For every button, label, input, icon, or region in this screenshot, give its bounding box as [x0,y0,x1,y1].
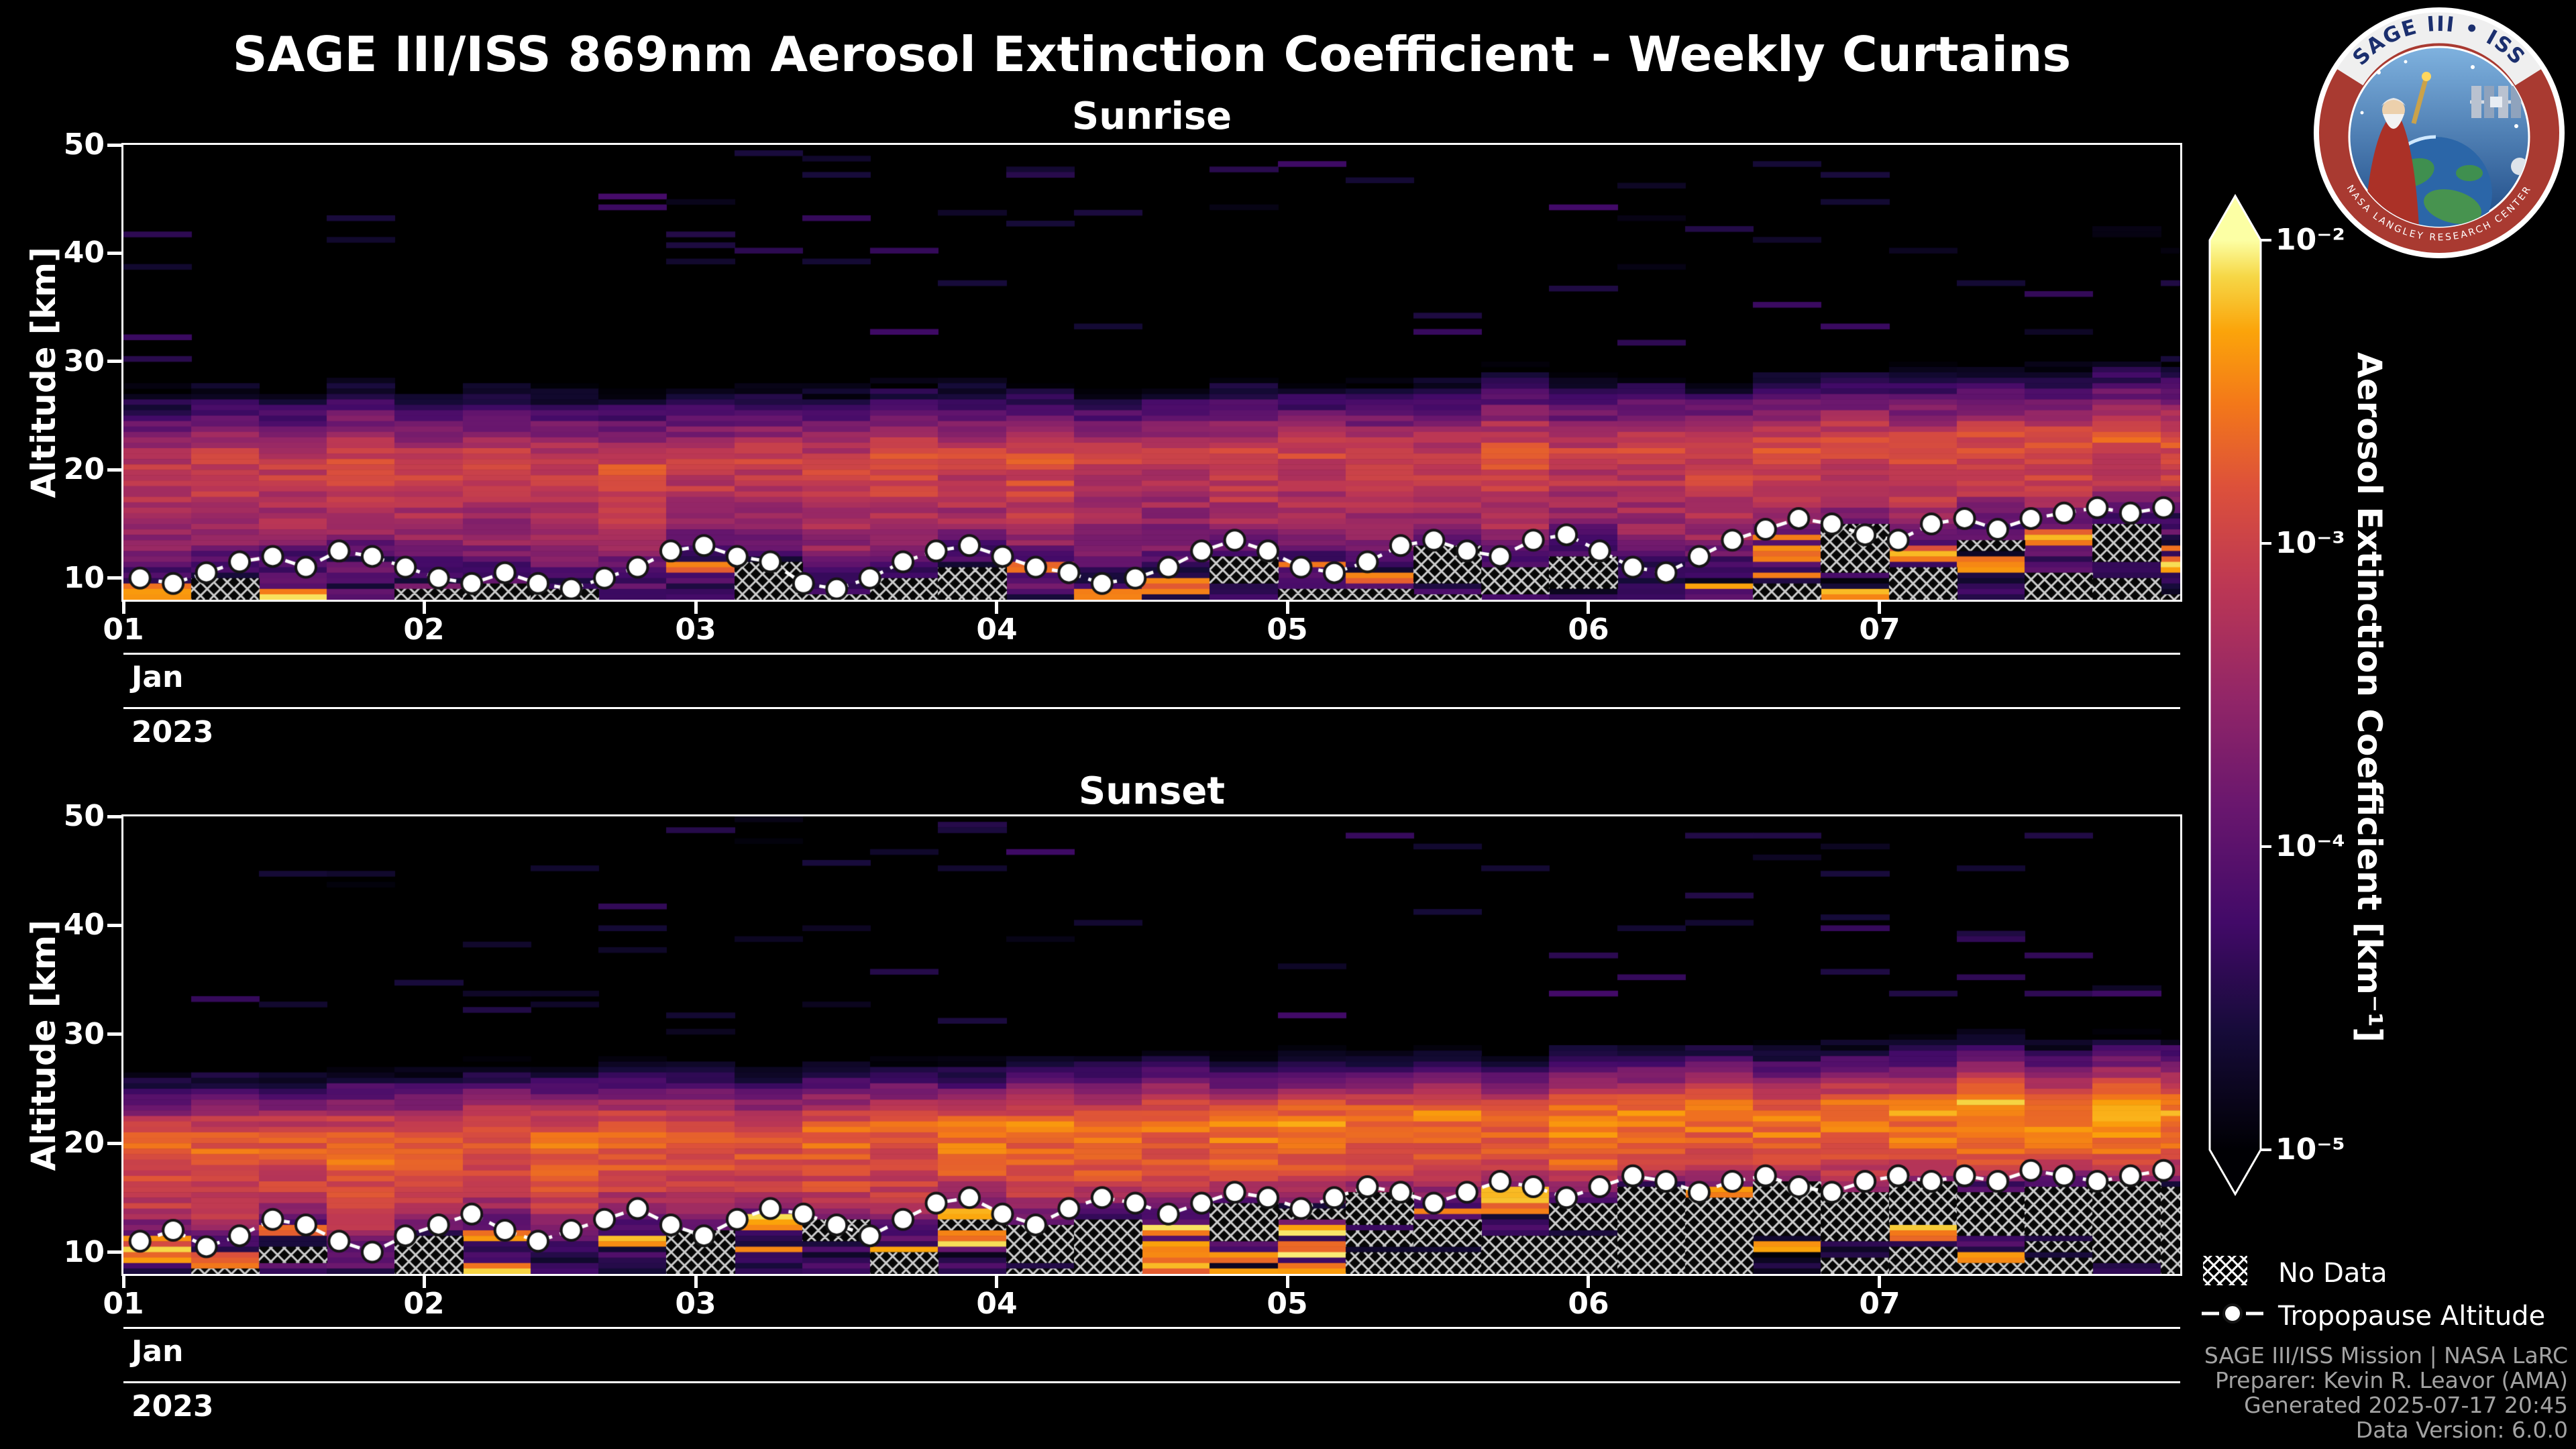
colorbar-label-box: Aerosol Extinction Coefficient [km⁻¹] [2348,221,2391,1174]
sunrise-year-label: 2023 [131,715,214,749]
colorbar-label: Aerosol Extinction Coefficient [km⁻¹] [2350,352,2389,1043]
sunrise-plot-area [121,143,2182,602]
x-tick-label: 05 [1267,612,1308,647]
x-tick-label: 01 [103,612,144,647]
mission-logo: SAGE III • ISS NASA LANGLEY RESEARCH CEN… [2314,7,2565,258]
x-tick-label: 03 [675,612,716,647]
y-tick-label: 20 [63,452,105,486]
sunrise-subtitle: Sunrise [1071,95,1232,138]
sunset-plot-area [121,814,2182,1276]
x-tick-mark [122,602,125,614]
y-tick-label: 40 [63,908,105,942]
no-data-legend-icon [2203,1256,2247,1285]
colorbar-tick-label: 10⁻² [2275,223,2345,257]
y-tick-mark [107,144,121,147]
x-tick-label: 02 [403,612,445,647]
y-tick-mark [107,1142,121,1145]
sunset-year-label: 2023 [131,1389,214,1424]
y-tick-label: 30 [63,344,105,378]
wizard-figure [2364,72,2431,227]
tropopause-legend-label: Tropopause Altitude [2278,1301,2546,1332]
logo-title-band [2337,12,2542,86]
sunset-month-axis-line [123,1327,2180,1329]
x-tick-label: 01 [103,1287,144,1321]
x-tick-mark [995,602,998,614]
x-tick-label: 05 [1267,1287,1308,1321]
y-tick-mark [107,360,121,363]
x-tick-mark [1587,602,1590,614]
y-tick-mark [107,815,121,818]
x-tick-label: 04 [976,612,1018,647]
sunrise-month-axis-line [123,653,2180,655]
x-tick-mark [423,602,426,614]
y-tick-mark [107,924,121,927]
sunset-subtitle: Sunset [1078,769,1226,813]
y-tick-mark [107,576,121,580]
attribution: SAGE III/ISS Mission | NASA LaRC Prepare… [2204,1343,2568,1442]
y-tick-label: 40 [63,235,105,270]
x-tick-mark [1286,1276,1289,1288]
sunset-heatmap [123,816,2180,1274]
x-tick-mark [694,1276,698,1288]
x-tick-label: 07 [1859,1287,1900,1321]
y-tick-label: 20 [63,1126,105,1160]
x-tick-mark [1878,1276,1881,1288]
no-data-legend-label: No Data [2278,1258,2387,1289]
y-tick-mark [107,1032,121,1036]
attribution-line-mission: SAGE III/ISS Mission | NASA LaRC [2204,1342,2568,1368]
colorbar-bar [2208,193,2262,1197]
x-tick-label: 07 [1859,612,1900,647]
attribution-line-generated: Generated 2025-07-17 20:45 [2244,1392,2568,1418]
sunrise-heatmap [123,145,2180,600]
x-tick-mark [122,1276,125,1288]
sunrise-month-label: Jan [131,660,184,694]
y-tick-label: 10 [63,561,105,595]
sunset-month-label: Jan [131,1334,184,1368]
sunset-year-axis-line [123,1381,2180,1383]
y-tick-mark [107,468,121,472]
page-title: SAGE III/ISS 869nm Aerosol Extinction Co… [232,26,2072,83]
x-tick-mark [1587,1276,1590,1288]
x-tick-mark [694,602,698,614]
y-tick-label: 30 [63,1017,105,1051]
attribution-line-version: Data Version: 6.0.0 [2355,1417,2568,1443]
colorbar-tick-label: 10⁻⁴ [2275,829,2345,863]
y-tick-mark [107,252,121,255]
x-tick-mark [1286,602,1289,614]
y-tick-label: 10 [63,1235,105,1269]
colorbar-tick-label: 10⁻⁵ [2275,1132,2345,1167]
x-tick-mark [1878,602,1881,614]
colorbar-tick-marks [2261,239,2271,1151]
tropopause-legend-icon [2202,1303,2263,1324]
colorbar [2208,193,2271,1197]
y-tick-mark [107,1250,121,1254]
x-tick-label: 06 [1568,612,1609,647]
colorbar-tick-label: 10⁻³ [2275,526,2345,560]
x-tick-label: 02 [403,1287,445,1321]
y-tick-label: 50 [63,127,105,162]
sunrise-year-axis-line [123,707,2180,709]
iss-icon [2470,86,2522,118]
x-tick-label: 03 [675,1287,716,1321]
y-tick-label: 50 [63,799,105,833]
attribution-line-preparer: Preparer: Kevin R. Leavor (AMA) [2215,1367,2568,1393]
x-tick-label: 04 [976,1287,1018,1321]
x-tick-mark [423,1276,426,1288]
x-tick-label: 06 [1568,1287,1609,1321]
x-tick-mark [995,1276,998,1288]
